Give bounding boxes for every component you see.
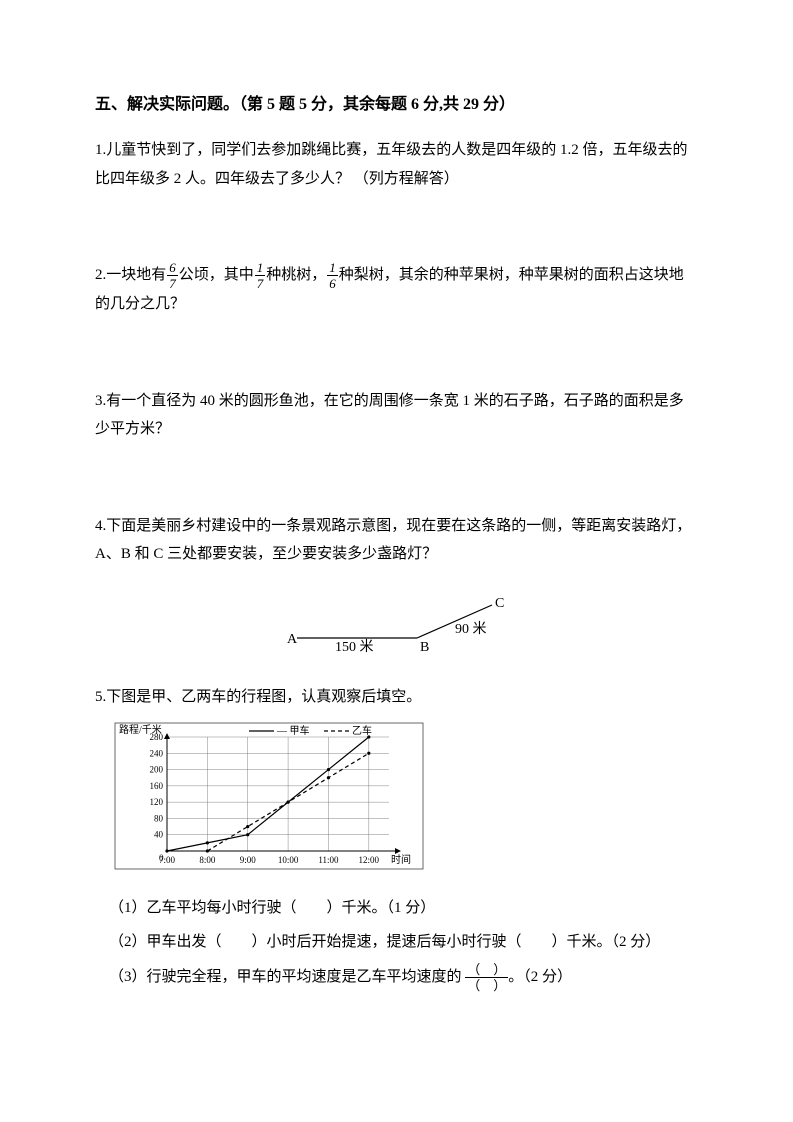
- svg-text:— 甲车: — 甲车: [276, 724, 310, 737]
- svg-text:时间: 时间: [391, 853, 411, 866]
- q2-f1-num: 6: [167, 261, 178, 276]
- svg-text:280: 280: [150, 732, 164, 742]
- section-title: 五、解决实际问题。（第 5 题 5 分，其余每题 6 分,共 29 分）: [95, 90, 698, 120]
- svg-text:10:00: 10:00: [278, 855, 299, 865]
- q2-p3: 种桃树，: [266, 267, 326, 283]
- q2-frac1: 67: [167, 261, 178, 290]
- svg-text:80: 80: [154, 814, 164, 824]
- q2-p1: 2.一块地有: [95, 267, 166, 283]
- svg-text:160: 160: [150, 781, 164, 791]
- label-b: B: [420, 640, 429, 653]
- road-diagram-svg: A B C 150 米 90 米: [267, 593, 527, 653]
- svg-text:0: 0: [159, 853, 164, 863]
- travel-chart-svg: 路程/千米— 甲车乙车40801201602002402807:008:009:…: [109, 721, 429, 871]
- svg-text:200: 200: [150, 765, 164, 775]
- question-4: 4.下面是美丽乡村建设中的一条景观路示意图，现在要在这条路的一侧，等距离安装路灯…: [95, 512, 698, 569]
- q5-sub3-frac: （ ） （ ）: [465, 963, 508, 992]
- svg-text:8:00: 8:00: [199, 855, 216, 865]
- q2-frac3: 16: [327, 261, 338, 290]
- q5-sub1: （1）乙车平均每小时行驶（ ）千米。（1 分）: [109, 894, 698, 923]
- q3-text: 3.有一个直径为 40 米的圆形鱼池，在它的周围修一条宽 1 米的石子路，石子路…: [95, 393, 684, 438]
- question-1: 1.儿童节快到了，同学们去参加跳绳比赛，五年级去的人数是四年级的 1.2 倍，五…: [95, 136, 698, 193]
- svg-text:240: 240: [150, 749, 164, 759]
- question-2: 2.一块地有67公顷，其中17种桃树，16种梨树，其余的种苹果树，种苹果树的面积…: [95, 261, 698, 319]
- q5-sub3-b: 。（2 分）: [508, 969, 572, 985]
- question-3: 3.有一个直径为 40 米的圆形鱼池，在它的周围修一条宽 1 米的石子路，石子路…: [95, 387, 698, 444]
- q2-f1-den: 7: [167, 276, 178, 290]
- q5-sub3-a: （3）行驶完全程，甲车的平均速度是乙车平均速度的: [109, 969, 462, 985]
- q2-f2-num: 1: [255, 261, 266, 276]
- dist-ab: 150 米: [335, 639, 374, 653]
- label-c: C: [495, 596, 504, 611]
- q5-sub3-den: （ ）: [465, 978, 508, 992]
- q2-f2-den: 7: [255, 276, 266, 290]
- q2-f3-num: 1: [327, 261, 338, 276]
- question-5: 5.下图是甲、乙两车的行程图，认真观察后填空。: [95, 683, 698, 712]
- label-a: A: [287, 632, 298, 647]
- svg-text:12:00: 12:00: [359, 855, 380, 865]
- q1-text: 1.儿童节快到了，同学们去参加跳绳比赛，五年级去的人数是四年级的 1.2 倍，五…: [95, 142, 688, 187]
- q5-chart: 路程/千米— 甲车乙车40801201602002402807:008:009:…: [109, 721, 698, 882]
- q2-f3-den: 6: [327, 276, 338, 290]
- svg-text:120: 120: [150, 798, 164, 808]
- q5-sub2: （2）甲车出发（ ）小时后开始提速，提速后每小时行驶（ ）千米。（2 分）: [109, 928, 698, 957]
- q2-frac2: 17: [255, 261, 266, 290]
- dist-bc: 90 米: [455, 621, 487, 637]
- svg-text:11:00: 11:00: [318, 855, 339, 865]
- svg-text:乙车: 乙车: [352, 724, 372, 737]
- svg-text:9:00: 9:00: [240, 855, 257, 865]
- q4-diagram: A B C 150 米 90 米: [95, 593, 698, 653]
- q5-sub3-num: （ ）: [465, 963, 508, 978]
- q5-sub3: （3）行驶完全程，甲车的平均速度是乙车平均速度的 （ ） （ ） 。（2 分）: [109, 963, 698, 992]
- svg-text:40: 40: [154, 830, 164, 840]
- q5-intro: 5.下图是甲、乙两车的行程图，认真观察后填空。: [95, 689, 421, 705]
- q2-p2: 公顷，其中: [179, 267, 254, 283]
- q4-text: 4.下面是美丽乡村建设中的一条景观路示意图，现在要在这条路的一侧，等距离安装路灯…: [95, 518, 691, 563]
